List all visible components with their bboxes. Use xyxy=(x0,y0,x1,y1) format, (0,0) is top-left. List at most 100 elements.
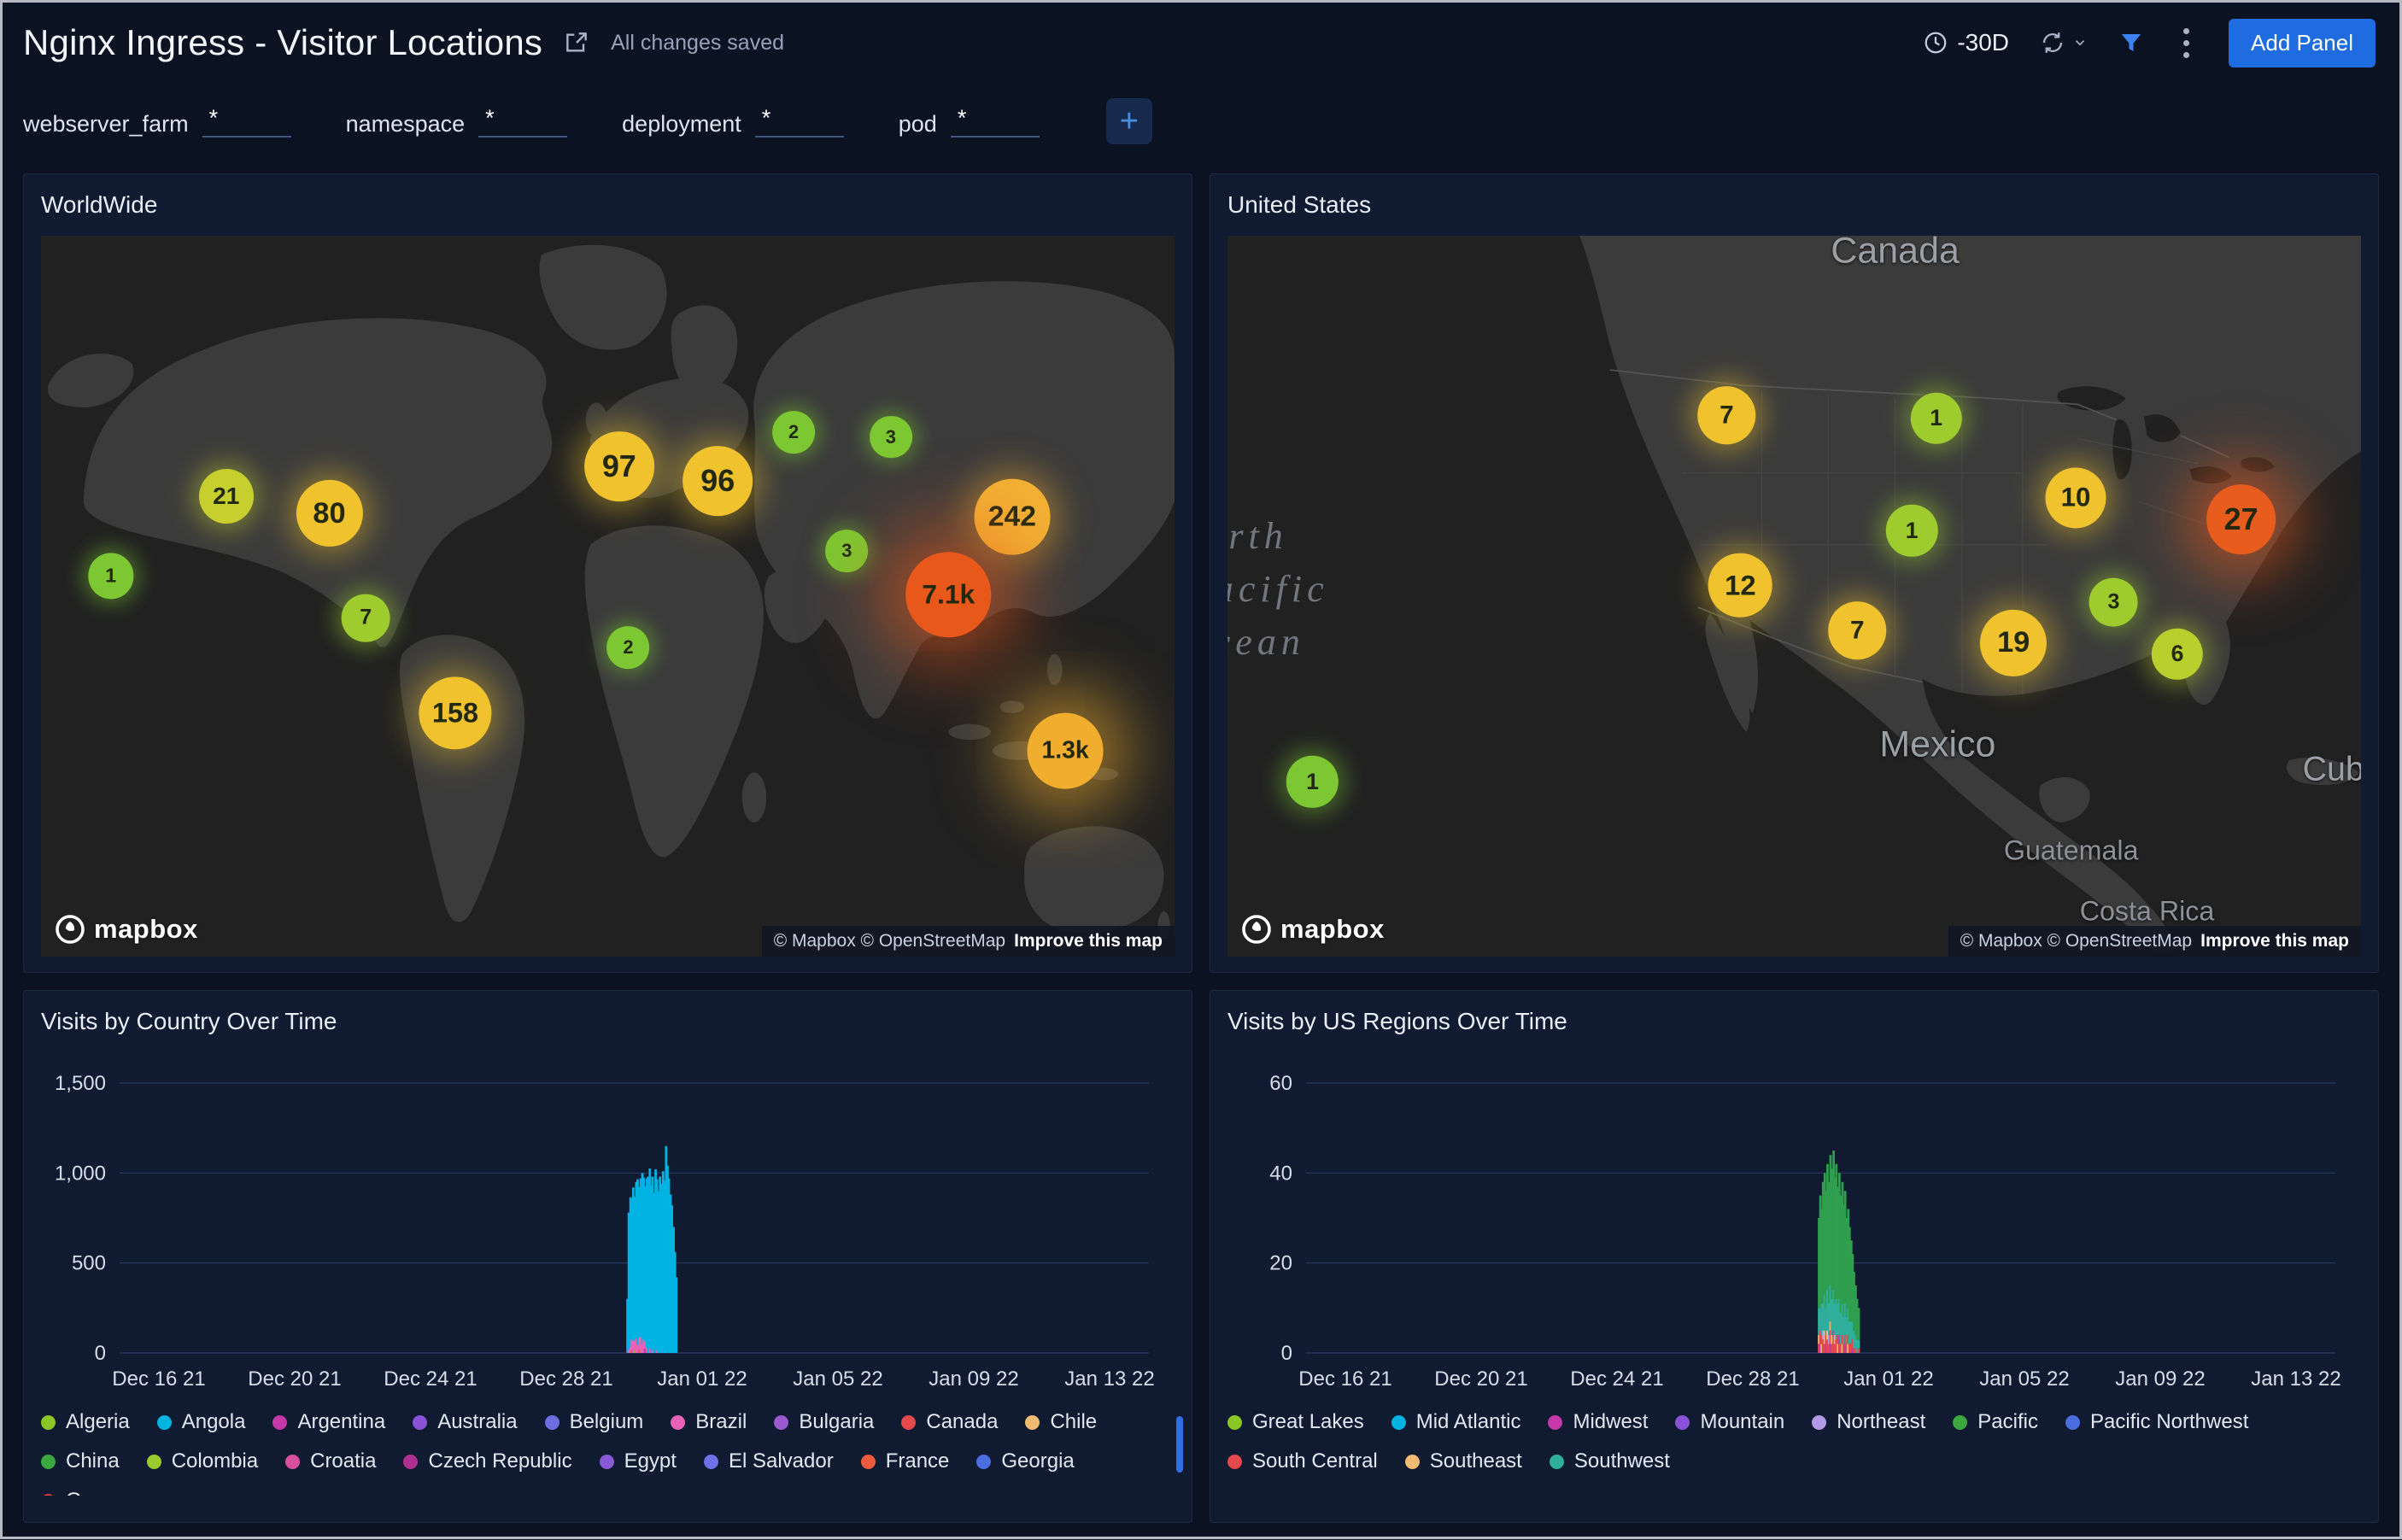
legend-item[interactable]: Northeast xyxy=(1812,1410,1925,1434)
legend-dot xyxy=(599,1454,614,1469)
us-regions-chart-legend: Great Lakes Mid Atlantic Midwest Mountain No… xyxy=(1227,1400,2361,1473)
world-map-land xyxy=(47,244,1175,940)
svg-text:Dec 24 21: Dec 24 21 xyxy=(1570,1367,1663,1391)
map-bubble[interactable]: 158 xyxy=(419,676,492,750)
legend-item[interactable]: Czech Republic xyxy=(403,1449,572,1473)
map-bubble[interactable]: 97 xyxy=(583,431,654,502)
legend-item[interactable]: Algeria xyxy=(41,1410,130,1434)
svg-text:Jan 05 22: Jan 05 22 xyxy=(1979,1367,2069,1391)
map-bubble[interactable]: 3 xyxy=(869,415,912,459)
filter-webserver-farm: webserver_farm xyxy=(23,105,291,138)
legend-item[interactable]: China xyxy=(41,1449,120,1473)
map-bubble[interactable]: 7.1k xyxy=(905,552,992,637)
legend-dot xyxy=(1025,1414,1040,1430)
legend-item[interactable]: Southeast xyxy=(1404,1449,1522,1473)
add-panel-button[interactable]: Add Panel xyxy=(2229,18,2376,67)
filter-input-pod[interactable] xyxy=(950,105,1040,138)
legend-item[interactable]: Egypt xyxy=(599,1449,677,1473)
panel-united-states: United States xyxy=(1210,173,2379,973)
map-bubble[interactable]: 3 xyxy=(2089,577,2138,627)
legend-dot xyxy=(2065,1414,2080,1430)
page-title: Nginx Ingress - Visitor Locations xyxy=(23,22,543,62)
map-bubble[interactable]: 1 xyxy=(1910,392,1962,444)
us-map-land xyxy=(1303,236,2361,951)
map-bubble[interactable]: 7 xyxy=(1697,386,1756,444)
legend-item[interactable]: Canada xyxy=(901,1410,998,1434)
map-bubble[interactable]: 6 xyxy=(2151,628,2204,680)
filter-input-webserver-farm[interactable] xyxy=(202,105,291,138)
time-range-control[interactable]: -30D xyxy=(1923,29,2009,56)
add-filter-button[interactable]: + xyxy=(1105,98,1152,144)
legend-scrollbar[interactable] xyxy=(1176,1416,1183,1473)
filter-icon[interactable] xyxy=(2118,30,2144,56)
legend-item[interactable]: Mid Atlantic xyxy=(1391,1410,1520,1434)
map-bubble[interactable]: 27 xyxy=(2206,484,2276,555)
map-bubble[interactable]: 2 xyxy=(772,411,815,454)
improve-map-link[interactable]: Improve this map xyxy=(1014,931,1163,951)
country-chart: 0 500 1,000 1,500 Dec 16 21 Dec 20 21 Dec 24 2… xyxy=(41,1052,1175,1400)
panel-title: Visits by US Regions Over Time xyxy=(1227,1008,1567,1034)
legend-item[interactable]: Brazil xyxy=(671,1410,747,1434)
map-bubble[interactable]: 2 xyxy=(606,626,650,670)
map-attribution[interactable]: © Mapbox © OpenStreetMap Improve this ma… xyxy=(761,926,1175,957)
legend-item[interactable]: Angola xyxy=(156,1410,245,1434)
map-bubble[interactable]: 1 xyxy=(1286,756,1339,808)
legend-item[interactable]: Australia xyxy=(413,1410,518,1434)
mapbox-wordmark: mapbox xyxy=(94,914,198,944)
legend-item[interactable]: Mountain xyxy=(1675,1410,1784,1434)
mapbox-logo[interactable]: mapbox xyxy=(1241,914,1385,945)
panel-visits-by-us-regions: Visits by US Regions Over Time 0 20 40 60 De… xyxy=(1210,990,2379,1523)
legend-item[interactable]: Great Lakes xyxy=(1227,1410,1364,1434)
map-bubble[interactable]: 1 xyxy=(88,553,134,599)
map-bubble[interactable]: 96 xyxy=(683,445,753,516)
svg-text:40: 40 xyxy=(1269,1162,1292,1185)
svg-text:Jan 09 22: Jan 09 22 xyxy=(929,1367,1018,1391)
world-map[interactable]: mapbox © Mapbox © OpenStreetMap Improve … xyxy=(41,236,1175,957)
map-bubble[interactable]: 7 xyxy=(1828,601,1886,659)
legend-item[interactable]: Bulgaria xyxy=(774,1410,874,1434)
legend-item[interactable]: El Salvador xyxy=(703,1449,834,1473)
map-bubble[interactable]: 10 xyxy=(2045,467,2106,529)
legend-item[interactable]: France xyxy=(860,1449,949,1473)
svg-text:Dec 28 21: Dec 28 21 xyxy=(519,1367,612,1391)
map-bubble[interactable]: 19 xyxy=(1980,609,2048,676)
legend-item[interactable]: Pacific Northwest xyxy=(2065,1410,2248,1434)
legend-dot xyxy=(774,1414,789,1430)
map-bubble[interactable]: 3 xyxy=(825,530,869,572)
svg-text:Dec 20 21: Dec 20 21 xyxy=(1434,1367,1527,1391)
map-bubble[interactable]: 12 xyxy=(1708,553,1772,618)
map-bubble[interactable]: 80 xyxy=(296,480,363,547)
map-bubble[interactable]: 242 xyxy=(974,478,1051,555)
mapbox-logo[interactable]: mapbox xyxy=(55,914,198,945)
svg-text:Dec 20 21: Dec 20 21 xyxy=(248,1367,341,1391)
map-bubble[interactable]: 7 xyxy=(341,594,390,642)
legend-dot xyxy=(285,1454,301,1469)
svg-text:Jan 01 22: Jan 01 22 xyxy=(1843,1367,1933,1391)
us-map[interactable]: mapbox © Mapbox © OpenStreetMap Improve … xyxy=(1227,236,2361,957)
legend-dot xyxy=(1227,1454,1242,1469)
legend-item[interactable]: Belgium xyxy=(544,1410,643,1434)
improve-map-link[interactable]: Improve this map xyxy=(2200,931,2349,951)
kebab-menu-icon[interactable] xyxy=(2175,25,2198,61)
legend-item[interactable]: Pacific xyxy=(1953,1410,2038,1434)
legend-item[interactable]: Midwest xyxy=(1548,1410,1648,1434)
legend-item[interactable]: Germany xyxy=(41,1489,150,1496)
legend-item[interactable]: Georgia xyxy=(976,1449,1075,1473)
map-bubble[interactable]: 1 xyxy=(1885,505,1938,557)
legend-item[interactable]: Colombia xyxy=(146,1449,258,1473)
share-icon[interactable] xyxy=(563,29,590,56)
refresh-control[interactable] xyxy=(2040,30,2088,56)
map-attribution[interactable]: © Mapbox © OpenStreetMap Improve this ma… xyxy=(1948,926,2361,957)
clock-icon xyxy=(1925,32,1947,54)
legend-item[interactable]: Southwest xyxy=(1549,1449,1670,1473)
map-bubble[interactable]: 1.3k xyxy=(1027,712,1104,789)
legend-item[interactable]: Chile xyxy=(1025,1410,1097,1434)
legend-item[interactable]: Croatia xyxy=(285,1449,376,1473)
map-bubble[interactable]: 21 xyxy=(198,469,254,524)
legend-item[interactable]: Argentina xyxy=(272,1410,385,1434)
filter-input-namespace[interactable] xyxy=(478,105,568,138)
svg-text:Dec 24 21: Dec 24 21 xyxy=(384,1367,477,1391)
legend-label: Australia xyxy=(437,1410,518,1433)
legend-item[interactable]: South Central xyxy=(1227,1449,1378,1473)
filter-input-deployment[interactable] xyxy=(754,105,844,138)
